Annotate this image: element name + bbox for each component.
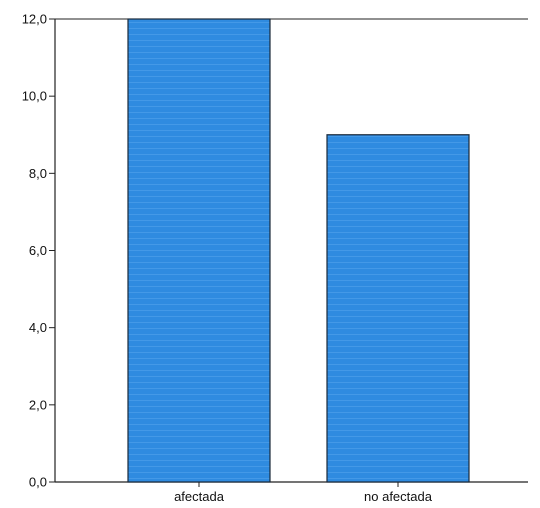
y-tick-label: 0,0 [29, 475, 47, 490]
y-tick-label: 6,0 [29, 243, 47, 258]
bar-no-afectada [326, 134, 470, 483]
x-axis-labels: afectada no afectada [174, 482, 433, 504]
y-tick-label: 2,0 [29, 397, 47, 412]
y-axis-ticks: 0,0 2,0 4,0 6,0 8,0 10,0 12,0 [22, 12, 55, 490]
y-tick-label: 12,0 [22, 12, 47, 27]
x-category-label: afectada [174, 489, 225, 504]
bars-layer [127, 18, 470, 483]
y-tick-label: 4,0 [29, 320, 47, 335]
x-category-label: no afectada [364, 489, 433, 504]
y-tick-label: 8,0 [29, 166, 47, 181]
y-tick-label: 10,0 [22, 89, 47, 104]
bar-afectada [127, 18, 271, 483]
